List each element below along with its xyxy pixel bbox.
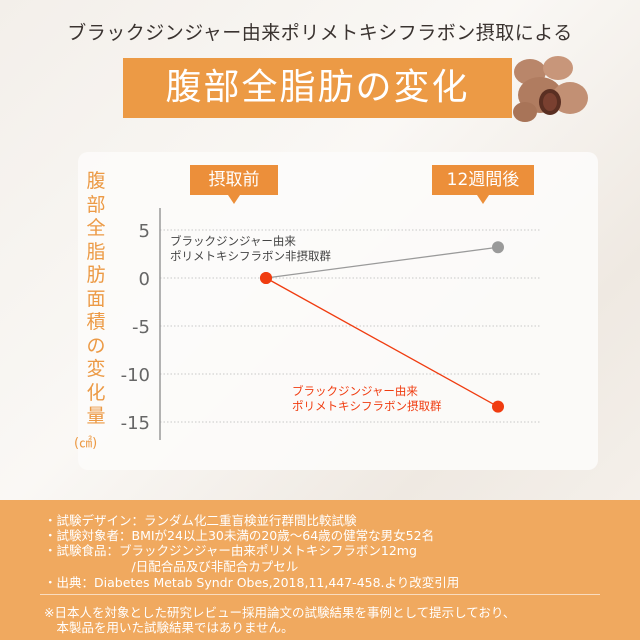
- treated-label-line: ブラックジンジャー由来: [292, 384, 418, 398]
- y-axis-label-char: 全: [86, 217, 106, 239]
- y-tick-label: -10: [121, 365, 150, 386]
- y-tick-label: 0: [139, 269, 150, 290]
- y-axis-label-char: 部: [86, 193, 106, 216]
- line-chart: 5 0 -5 -10 -15: [121, 208, 540, 440]
- category-tag-before: 摂取前: [190, 165, 278, 204]
- y-axis-label-char: 脂: [86, 240, 106, 263]
- page-title: 腹部全脂肪の変化: [123, 58, 512, 118]
- y-axis-label-char: 積: [86, 311, 106, 333]
- data-point: [492, 241, 504, 254]
- data-point: [492, 400, 504, 413]
- category-tag-after: 12週間後: [432, 165, 534, 204]
- note-line: ・試験食品：ブラックジンジャー由来ポリメトキシフラボン12mg: [44, 543, 417, 558]
- y-axis-label-char: 化: [86, 381, 106, 404]
- ginger-image: [513, 56, 588, 122]
- treated-series-label: ブラックジンジャー由来 ポリメトキシフラボン摂取群: [292, 384, 442, 414]
- subtitle: ブラックジンジャー由来ポリメトキシフラボン摂取による: [67, 22, 573, 44]
- control-label-line: ブラックジンジャー由来: [170, 234, 296, 248]
- series-line: [265, 277, 499, 408]
- data-point: [260, 272, 272, 284]
- note-line: ・試験デザイン：ランダム化二重盲検並行群間比較試験: [44, 513, 357, 528]
- note-line: ・出典：Diabetes Metab Syndr Obes,2018,11,44…: [44, 575, 460, 590]
- chart-card: [78, 152, 598, 470]
- note-line: /日配合品及び非配合カプセル: [44, 559, 299, 574]
- study-notes-panel: ・試験デザイン：ランダム化二重盲検並行群間比較試験 ・試験対象者：BMIが24以…: [0, 500, 640, 640]
- y-axis-label-char: 変: [86, 358, 106, 380]
- y-axis-label: 腹部全脂肪面積の変化量: [84, 170, 108, 429]
- y-axis-label-char: 量: [86, 405, 106, 427]
- disclaimer-line: ※日本人を対象とした研究レビュー採用論文の試験結果を事例として提示しており、: [44, 605, 516, 620]
- series-line: [265, 246, 499, 279]
- y-tick-label: 5: [139, 221, 150, 242]
- y-axis-label-char: 面: [86, 287, 106, 310]
- y-axis-label-char: 肪: [86, 264, 106, 286]
- y-axis-label-char: の: [86, 334, 106, 357]
- note-line: ・試験対象者：BMIが24以上30未満の20歳～64歳の健常な男女52名: [44, 528, 435, 543]
- y-axis-unit: (㎠): [74, 436, 98, 451]
- divider: [40, 594, 600, 595]
- treated-label-line: ポリメトキシフラボン摂取群: [292, 399, 442, 413]
- control-label-line: ポリメトキシフラボン非摂取群: [170, 249, 331, 263]
- y-axis-label-char: 腹: [86, 170, 106, 192]
- y-tick-label: -15: [121, 413, 150, 434]
- control-series-label: ブラックジンジャー由来 ポリメトキシフラボン非摂取群: [170, 234, 331, 264]
- disclaimer-line: 本製品を用いた試験結果ではありません。: [44, 620, 294, 635]
- y-tick-label: -5: [132, 317, 150, 338]
